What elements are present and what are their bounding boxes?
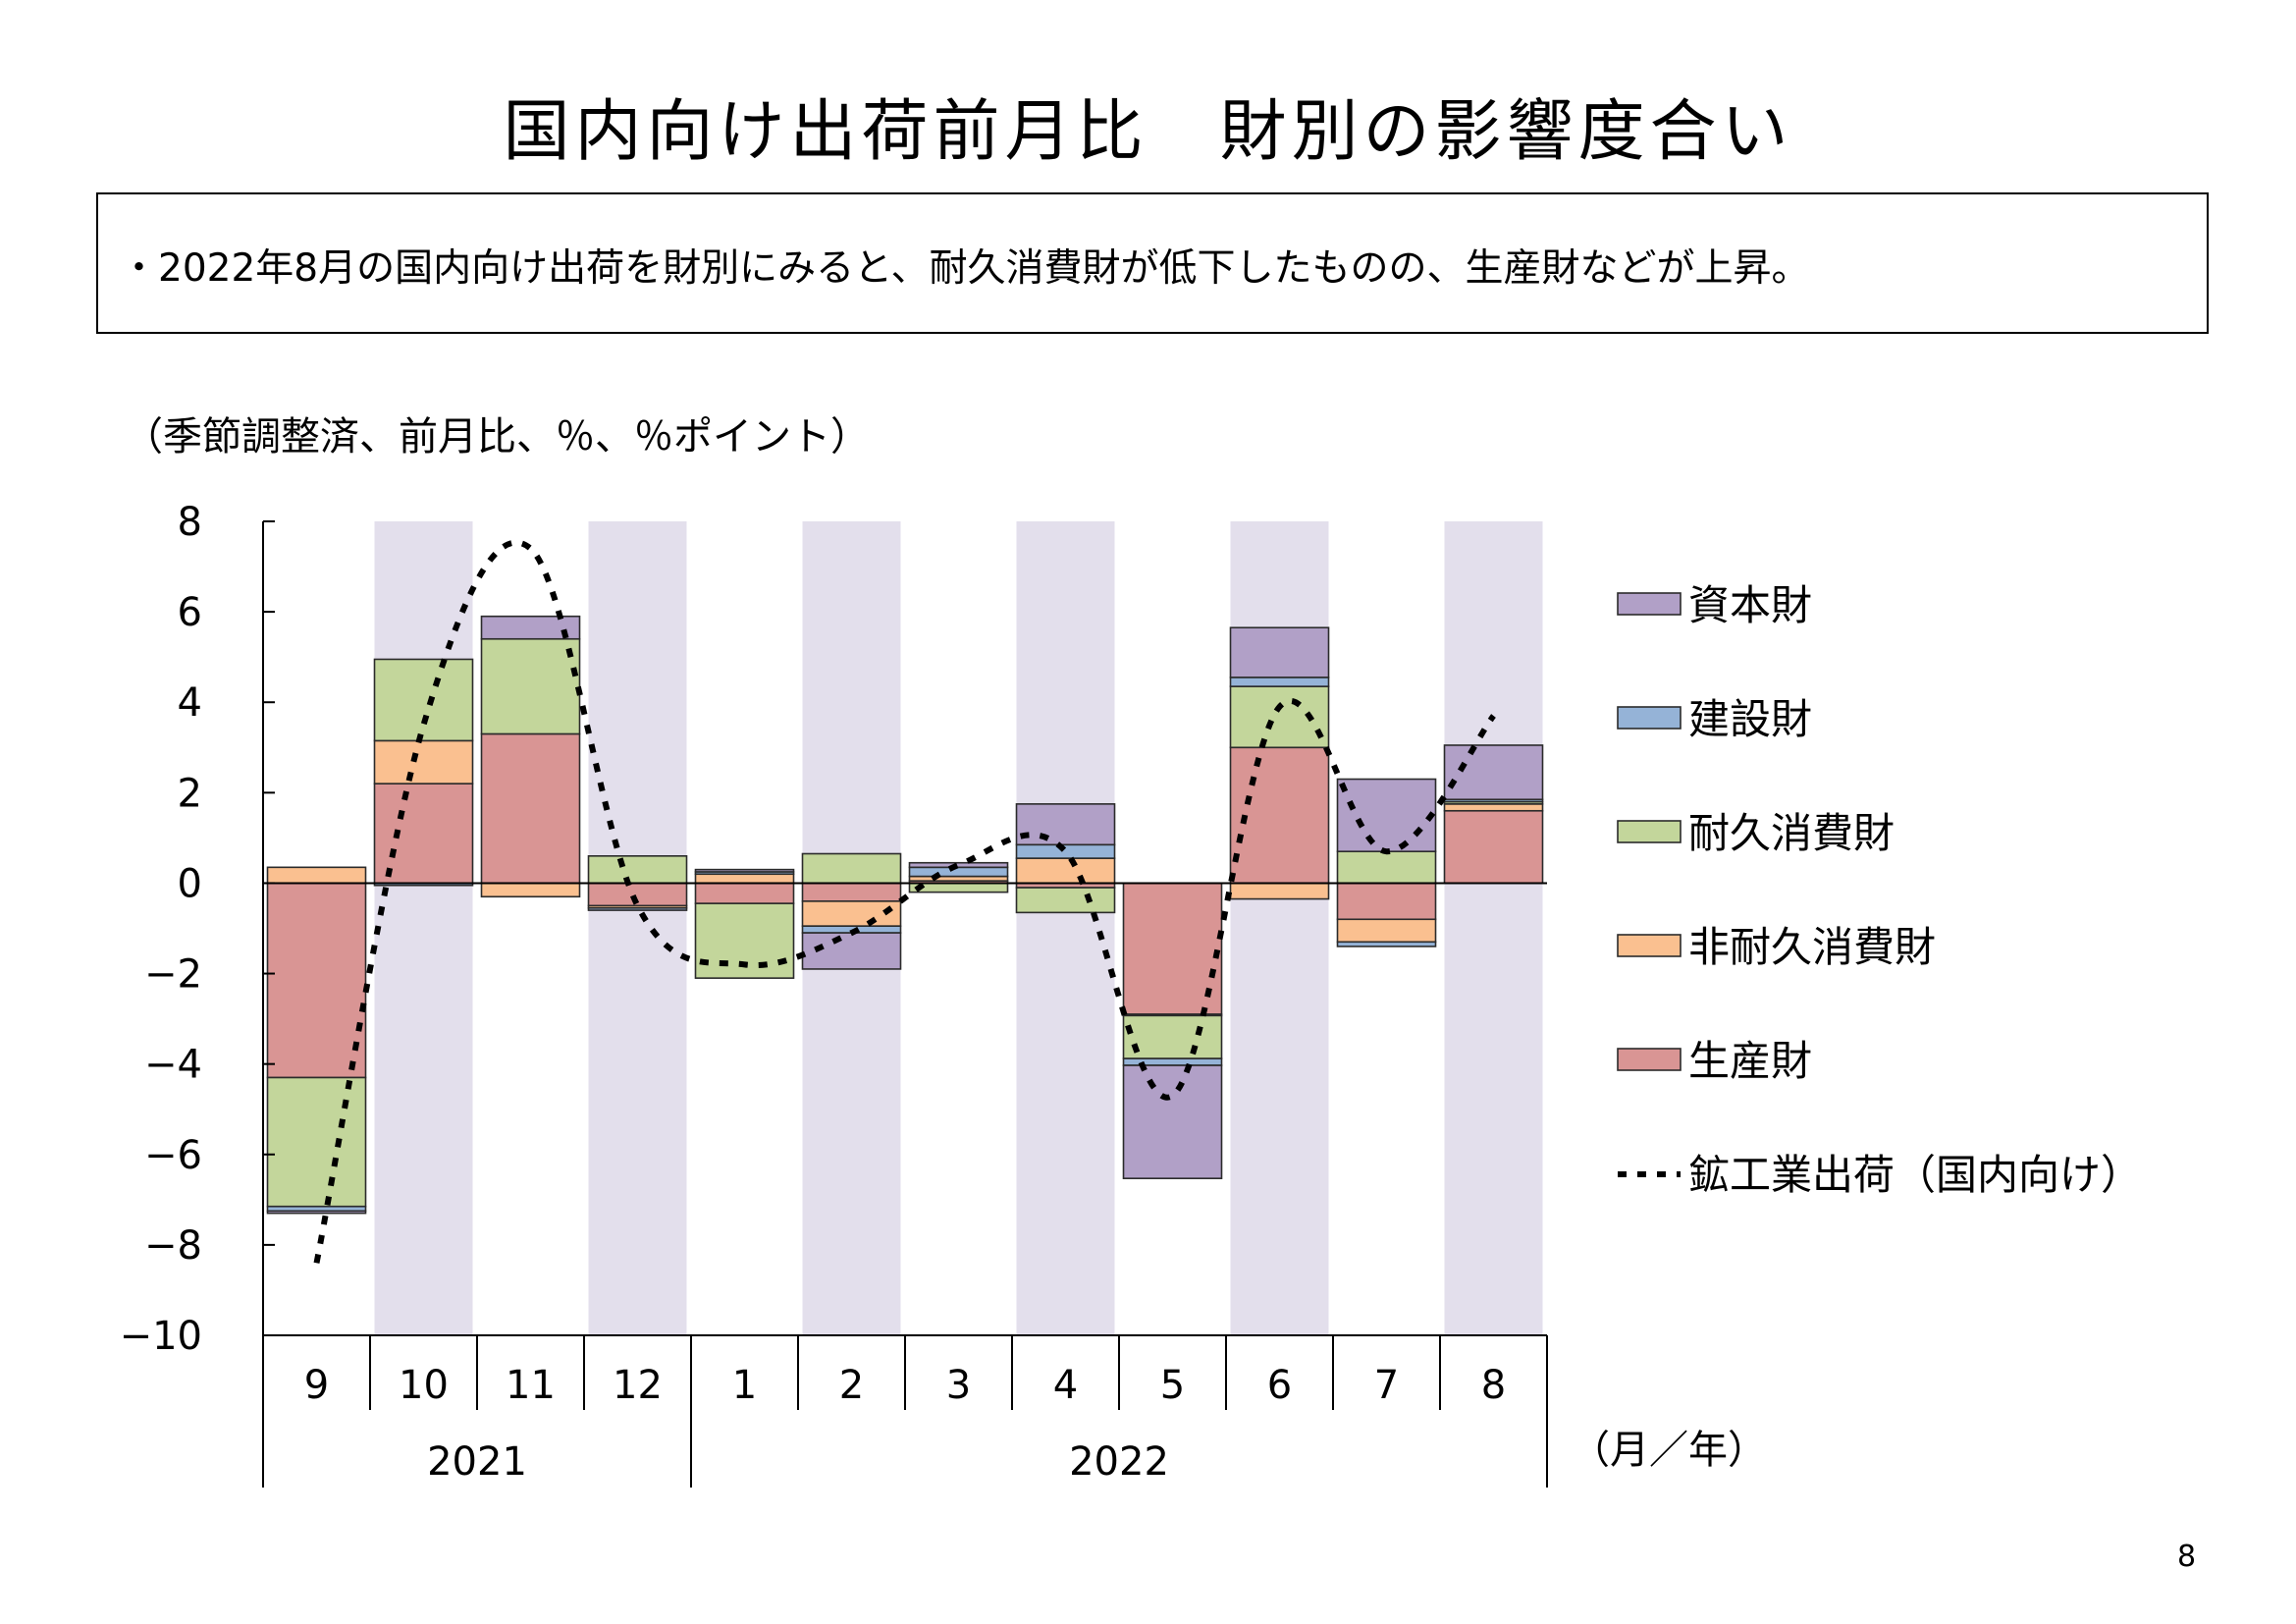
x-tick-label: 2 [839,1363,864,1408]
bar-segment [694,882,795,904]
x-tick-label: 12 [613,1363,663,1408]
y-tick-label: 6 [178,590,202,635]
bar-segment [1229,626,1330,678]
bar-segment [694,873,795,885]
y-tick-label-layer: 8 6 4 2 0 −2 −4 −6 −8 −10 [120,500,202,1359]
bar-segment [1443,809,1544,885]
bar-segment [1229,685,1330,749]
x-tick-label: 3 [946,1363,971,1408]
bar-segment [266,882,367,1079]
y-tick-label: −4 [144,1043,202,1088]
y-tick-label: −6 [144,1133,202,1178]
bar-segment [373,739,474,785]
bar-segment [1443,803,1544,812]
y-tick-label: 8 [178,500,202,545]
x-tick-label: 7 [1374,1363,1399,1408]
legend-label: 耐久消費財 [1688,809,1895,857]
bars-layer [266,615,1544,1215]
x-tick-label: 5 [1160,1363,1185,1408]
summary-text: ・2022年8月の国内向け出荷を財別にみると、耐久消費財が低下したものの、生産財… [120,246,1810,291]
y-tick-label: 2 [178,771,202,816]
x-tick-label: 9 [304,1363,329,1408]
year-label: 2021 [427,1439,527,1485]
x-tick-label: 1 [732,1363,757,1408]
shade-band [1016,521,1115,1335]
bar-segment [587,855,688,885]
page-number: 8 [2177,1540,2197,1574]
bar-segment [1229,677,1330,687]
legend-label: 鉱工業出荷（国内向け） [1688,1151,2142,1199]
bar-segment [1122,1064,1223,1179]
shade-band [588,521,687,1335]
bar-segment [801,900,902,927]
bar-segment [1336,918,1437,944]
shade-band [1444,521,1543,1335]
bar-segment [1443,744,1544,801]
legend-swatch [1617,592,1682,616]
bar-segment [801,852,902,885]
legend-label: 建設財 [1688,695,1812,743]
y-tick-label: 0 [178,861,202,906]
bar-segment [908,882,1009,893]
bar-segment [1336,778,1437,853]
bar-segment [266,1210,367,1215]
summary-box: ・2022年8月の国内向け出荷を財別にみると、耐久消費財が低下したものの、生産財… [96,192,2209,334]
x-unit-label: （月／年） [1571,1428,1767,1473]
axes-layer [262,520,1548,1488]
legend-swatch [1617,1048,1682,1071]
bar-segment [908,866,1009,878]
bar-segment [1122,1057,1223,1066]
bar-segment [266,866,367,885]
x-tick-label: 11 [506,1363,556,1408]
year-label: 2022 [1069,1439,1169,1485]
y-tick-label: −2 [144,952,202,998]
x-tick-label: 4 [1053,1363,1078,1408]
legend-swatch [1617,934,1682,957]
bar-segment [694,868,795,873]
bar-segment [1015,843,1116,859]
legend-label: 非耐久消費財 [1688,923,1936,971]
bar-segment [908,861,1009,869]
bar-segment [266,1076,367,1208]
bar-segment [587,906,688,911]
bar-segment [1015,857,1116,885]
x-tick-label: 6 [1267,1363,1292,1408]
bar-segment [1336,941,1437,947]
bar-segment [480,615,581,640]
page-title: 国内向け出荷前月比 財別の影響度合い [503,93,1793,171]
y-tick-label: −10 [120,1314,202,1359]
bar-segment [1015,887,1116,914]
shade-band [374,521,473,1335]
bar-segment [1336,882,1437,921]
bar-segment [1336,850,1437,885]
bar-segment [1015,803,1116,846]
y-tick-label: −8 [144,1223,202,1269]
legend-label: 資本財 [1688,581,1812,629]
bar-segment [480,882,581,898]
total-line [313,539,1496,1264]
y-tick-label: 4 [178,680,202,726]
bar-segment [480,732,581,885]
bar-segment [480,637,581,735]
unit-label: （季節調整済、前月比、％、％ポイント） [124,414,870,460]
x-tick-label: 8 [1481,1363,1506,1408]
line-layer [313,539,1496,1264]
bar-segment [1229,882,1330,900]
bar-segment [373,658,474,742]
bar-segment [801,882,902,902]
legend-swatch [1617,706,1682,730]
x-tick-label: 10 [399,1363,449,1408]
legend-swatch [1617,820,1682,843]
legend-label: 生産財 [1688,1037,1812,1085]
